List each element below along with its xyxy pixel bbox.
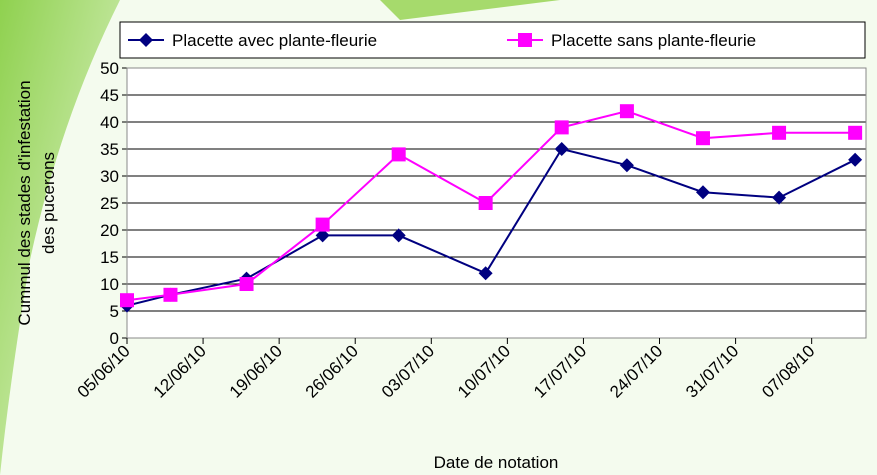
legend-label: Placette avec plante-fleurie bbox=[172, 31, 377, 50]
x-axis-label: Date de notation bbox=[434, 453, 559, 472]
data-point bbox=[120, 293, 134, 307]
data-point bbox=[620, 104, 634, 118]
y-tick-label: 35 bbox=[100, 140, 119, 159]
legend-label: Placette sans plante-fleurie bbox=[551, 31, 756, 50]
data-point bbox=[316, 218, 330, 232]
y-axis-label: Cummul des stades d'infestation bbox=[15, 80, 34, 325]
chart: Cummul des stades d'infestation des puce… bbox=[0, 0, 877, 475]
y-tick-label: 5 bbox=[110, 302, 119, 321]
data-point bbox=[772, 126, 786, 140]
data-point bbox=[696, 131, 710, 145]
page: Cummul des stades d'infestation des puce… bbox=[0, 0, 877, 475]
data-point bbox=[240, 277, 254, 291]
data-point bbox=[848, 126, 862, 140]
y-tick-label: 30 bbox=[100, 167, 119, 186]
y-tick-label: 25 bbox=[100, 194, 119, 213]
data-point bbox=[163, 288, 177, 302]
data-point bbox=[555, 120, 569, 134]
y-tick-label: 50 bbox=[100, 59, 119, 78]
y-tick-label: 45 bbox=[100, 86, 119, 105]
y-tick-label: 15 bbox=[100, 248, 119, 267]
y-tick-label: 20 bbox=[100, 221, 119, 240]
data-point bbox=[392, 147, 406, 161]
legend-marker bbox=[518, 33, 532, 47]
data-point bbox=[479, 196, 493, 210]
y-tick-label: 10 bbox=[100, 275, 119, 294]
y-axis-label: des pucerons bbox=[39, 152, 58, 254]
y-tick-label: 40 bbox=[100, 113, 119, 132]
